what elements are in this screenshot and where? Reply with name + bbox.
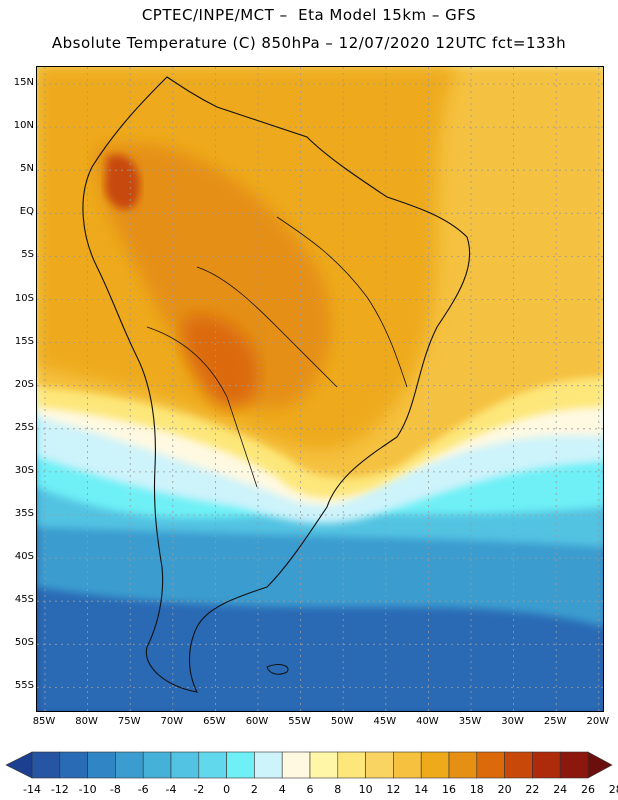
colorbar-label: -10 [78,783,97,796]
map-subtitle: Absolute Temperature (C) 850hPa – 12/07/… [51,34,567,52]
falklands-outline [266,664,289,675]
colorbar-label: 2 [250,783,258,796]
colorbar-swatch [448,751,478,779]
colorbar-label: 4 [278,783,286,796]
lon-label: 45W [373,716,397,727]
colorbar-label: -12 [50,783,69,796]
field-twenty-core [182,315,259,408]
lon-label: 30W [501,716,524,727]
colorbar-label: -4 [165,783,177,796]
colorbar-swatch [337,751,366,779]
lon-label: 65W [203,716,226,727]
country-border [146,326,258,488]
colorbar-swatch [559,751,589,779]
lon-label: 60W [245,716,269,727]
lat-label: 10S [14,292,34,304]
lat-label: 30S [14,464,34,476]
lat-label: 15S [14,335,34,347]
colorbar-label: 20 [497,783,512,796]
colorbar-swatch [504,751,533,779]
map-title: CPTEC/INPE/MCT – Eta Model 15km – GFS [141,6,477,24]
colorbar-max-arrow [587,751,613,779]
lon-label: 80W [75,716,98,727]
lon-label: 70W [160,716,184,727]
colorbar-label: 14 [414,783,429,796]
colorbar-swatch [142,751,172,779]
colorbar-label: 8 [334,783,342,796]
colorbar-swatch [365,751,394,779]
colorbar-label: -8 [109,783,121,796]
lat-label: EQ [19,206,34,218]
colorbar-swatch [309,751,339,779]
colorbar-swatch [198,751,227,779]
colorbar-label: 0 [223,783,231,796]
colorbar-swatch [59,751,88,779]
map-canvas [37,67,603,711]
colorbar-swatch [115,751,144,779]
lat-label: 20S [14,378,34,390]
lon-label: 40W [416,716,439,727]
colorbar-label: 28 [608,783,618,796]
colorbar-label: -6 [137,783,149,796]
lat-label: 25S [14,421,34,433]
colorbar-label: 22 [525,783,540,796]
colorbar-label: -2 [193,783,205,796]
lon-label: 75W [117,716,141,727]
colorbar-swatch [87,751,116,779]
lon-label: 50W [330,716,354,727]
colorbar-swatch [170,751,200,779]
colorbar-label: -14 [23,783,41,796]
colorbar-swatch [532,751,561,779]
lon-label: 35W [458,716,482,727]
colorbar-label: 24 [553,783,568,796]
country-border [196,266,338,388]
colorbar-label: 26 [581,783,595,796]
field-eighteen [95,143,332,409]
colorbar-swatch [281,751,311,779]
colorbar-label: 10 [358,783,373,796]
lon-label: 20W [586,716,610,727]
lon-label: 25W [543,716,567,727]
colorbar-swatch [476,751,505,779]
lat-label: 5S [21,249,34,261]
lat-label: 35S [14,508,34,519]
lat-label: 5N [20,163,34,175]
colorbar-swatch [31,751,61,779]
lon-label: 55W [288,716,311,727]
lat-label: 10N [13,120,34,132]
state-border [276,216,408,388]
south-america-outline [82,76,471,693]
colorbar-swatch [420,751,450,779]
colorbar-swatch [226,751,255,779]
lat-label: 50S [14,637,34,649]
colorbar-min-arrow [5,751,33,779]
lat-lon-grid [37,67,603,711]
field-twentytwo-north [105,155,141,210]
temperature-map [36,66,604,712]
colorbar-label: 12 [386,783,401,796]
colorbar-swatch [393,751,422,779]
lat-label: 55S [14,680,34,692]
lat-label: 15N [13,77,34,88]
lat-label: 45S [14,594,34,606]
colorbar-label: 16 [442,783,456,796]
colorbar-swatch [254,751,283,779]
colorbar-label: 6 [306,783,314,796]
lon-label: 85W [32,716,56,727]
lat-label: 40S [14,551,34,563]
colorbar-label: 18 [469,783,484,796]
color-scale-bar [5,751,613,779]
